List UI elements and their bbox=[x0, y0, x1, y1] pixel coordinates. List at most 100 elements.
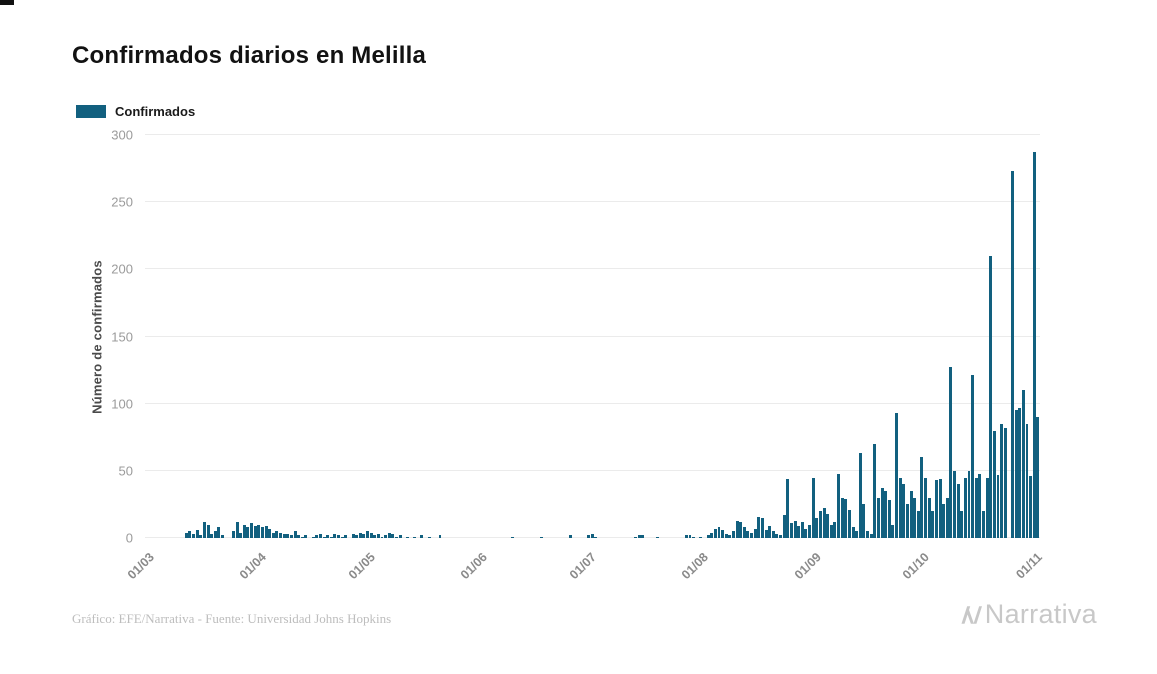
bar bbox=[713, 528, 717, 538]
bar bbox=[684, 535, 688, 538]
bar bbox=[311, 536, 315, 538]
bar bbox=[739, 521, 743, 538]
narrativa-logo: Narrativa bbox=[958, 599, 1097, 630]
gridline bbox=[145, 402, 1040, 404]
bar bbox=[916, 511, 920, 538]
bar bbox=[989, 255, 993, 538]
bar bbox=[322, 536, 326, 538]
bar bbox=[239, 532, 243, 538]
bar bbox=[732, 531, 735, 538]
bar bbox=[637, 535, 641, 538]
bar bbox=[866, 531, 870, 538]
bar bbox=[902, 484, 906, 538]
bar bbox=[192, 533, 196, 538]
bar bbox=[956, 484, 960, 538]
bar bbox=[960, 511, 964, 538]
bar bbox=[387, 532, 391, 538]
gridline bbox=[145, 268, 1040, 270]
bar bbox=[808, 524, 812, 538]
bar bbox=[768, 525, 772, 538]
y-tick-label: 50 bbox=[118, 463, 133, 479]
bar bbox=[275, 531, 279, 538]
bar bbox=[337, 535, 340, 538]
bar bbox=[887, 500, 891, 538]
bar bbox=[938, 478, 942, 538]
bar bbox=[895, 413, 899, 538]
bar bbox=[355, 535, 359, 538]
bar bbox=[318, 533, 322, 538]
bar bbox=[1003, 427, 1007, 538]
bar bbox=[590, 533, 594, 538]
bar bbox=[905, 504, 909, 538]
bar bbox=[329, 536, 333, 538]
bar bbox=[971, 375, 975, 538]
y-axis-title: Número de confirmados bbox=[89, 260, 105, 414]
bar bbox=[706, 535, 710, 538]
bar bbox=[188, 531, 192, 538]
bar bbox=[793, 520, 797, 538]
bar bbox=[750, 532, 754, 538]
bar bbox=[634, 536, 638, 538]
bar bbox=[369, 532, 373, 538]
x-axis-labels: 01/03 01/04 01/05 01/06 01/07 01/08 01/09 01/10… bbox=[125, 542, 1045, 594]
x-tick-label: 01/08 bbox=[679, 550, 712, 583]
bar bbox=[913, 497, 917, 538]
y-tick-label: 100 bbox=[111, 396, 133, 412]
bar bbox=[235, 521, 239, 538]
plot-area: 0 50 100 150 200 250 300 bbox=[111, 128, 1040, 546]
bar bbox=[195, 529, 199, 538]
bar bbox=[279, 532, 283, 538]
gridline bbox=[145, 335, 1040, 337]
bar bbox=[746, 531, 750, 538]
bar bbox=[405, 536, 409, 538]
bar bbox=[206, 524, 210, 538]
bar bbox=[282, 533, 286, 538]
bar bbox=[358, 532, 362, 538]
x-tick-label: 01/07 bbox=[566, 550, 599, 583]
bar bbox=[985, 477, 989, 538]
bar bbox=[1032, 152, 1036, 538]
bar bbox=[641, 535, 645, 538]
bar bbox=[253, 525, 257, 538]
bar bbox=[221, 535, 225, 538]
bar bbox=[967, 470, 971, 538]
bar bbox=[721, 529, 725, 538]
bar bbox=[837, 473, 841, 538]
legend-swatch bbox=[76, 105, 106, 118]
bar bbox=[333, 533, 337, 538]
bar bbox=[297, 535, 301, 538]
bar bbox=[594, 536, 598, 538]
bar bbox=[271, 532, 275, 538]
bar bbox=[909, 490, 913, 538]
bar bbox=[300, 536, 304, 538]
bar bbox=[858, 453, 862, 538]
bar bbox=[996, 474, 1000, 538]
credit-text: Gráfico: EFE/Narrativa - Fuente: Univers… bbox=[72, 611, 392, 626]
bar bbox=[340, 536, 344, 538]
bar bbox=[373, 535, 377, 538]
bar bbox=[384, 535, 388, 538]
bar bbox=[953, 470, 956, 538]
bar bbox=[264, 525, 268, 538]
x-tick-label: 01/03 bbox=[124, 550, 157, 583]
bar bbox=[199, 535, 203, 538]
bar bbox=[1036, 417, 1040, 538]
bar bbox=[815, 517, 819, 538]
bar bbox=[366, 531, 369, 538]
bar bbox=[1025, 423, 1029, 538]
bar bbox=[655, 536, 659, 538]
bar bbox=[438, 535, 442, 538]
bar bbox=[510, 536, 514, 538]
bar bbox=[811, 477, 815, 538]
bar bbox=[851, 527, 855, 538]
bar bbox=[202, 521, 206, 538]
bar bbox=[539, 536, 543, 538]
bar bbox=[804, 528, 808, 538]
bar bbox=[217, 527, 221, 538]
bar bbox=[413, 536, 417, 538]
screen-corner-artifact bbox=[0, 0, 14, 5]
bar bbox=[934, 480, 938, 538]
x-tick-label: 01/06 bbox=[458, 550, 491, 583]
bar bbox=[344, 535, 348, 538]
bar bbox=[869, 533, 873, 538]
